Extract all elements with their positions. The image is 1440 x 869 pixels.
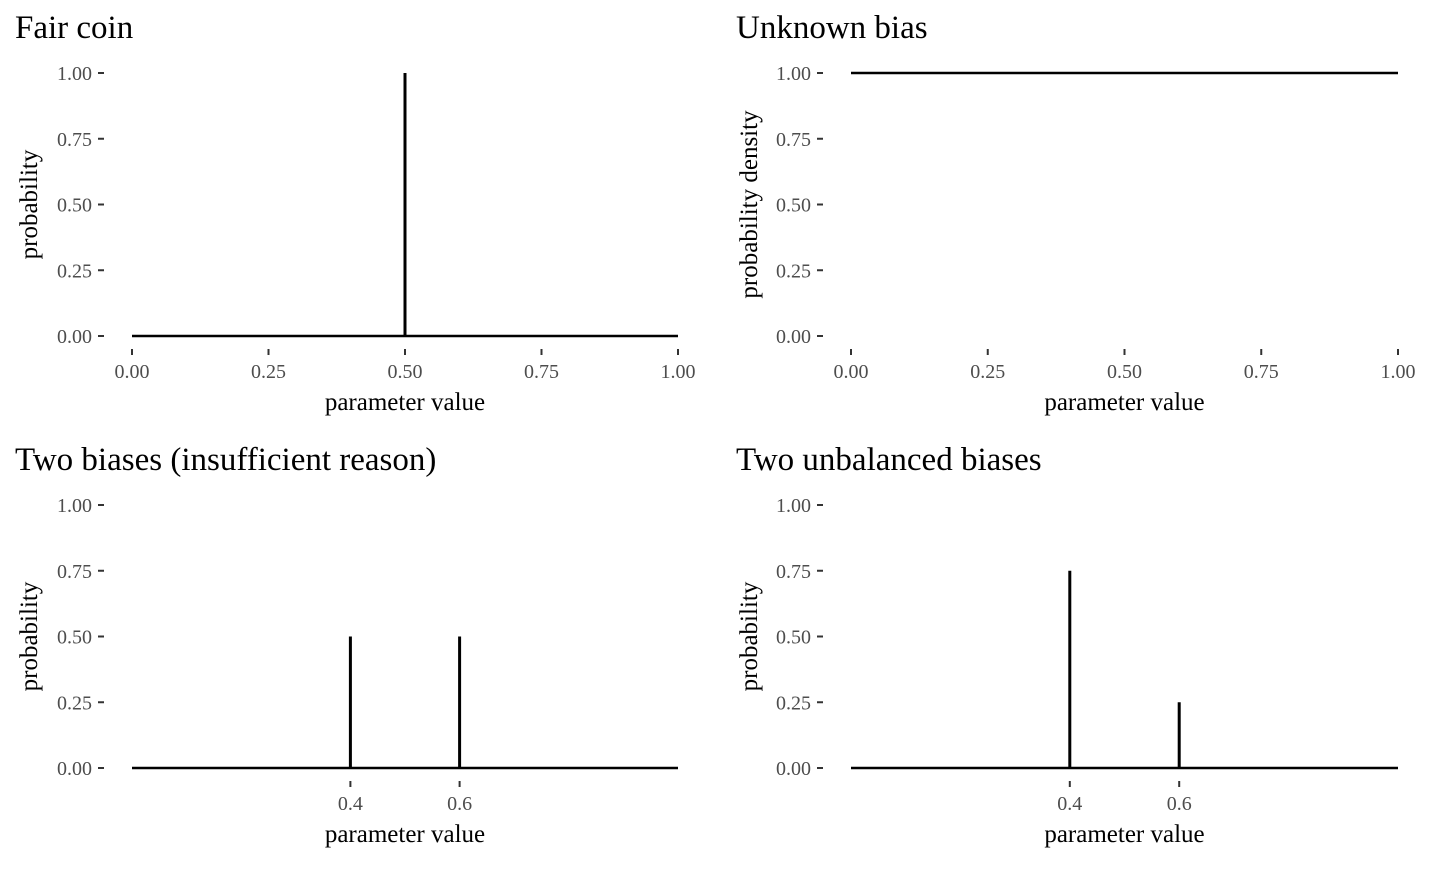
y-tick-label: 0.50 bbox=[776, 195, 811, 217]
y-tick-label: 0.25 bbox=[57, 260, 92, 282]
panel-1: Fair coin 0.00 0.25 0.50 0.75 1.00 0.00 0.25 0.5… bbox=[15, 10, 696, 416]
y-tick-label: 0.00 bbox=[57, 326, 92, 348]
y-tick-label: 0.25 bbox=[776, 260, 811, 282]
x-tick-label: 1.00 bbox=[1381, 361, 1416, 383]
panel-2: Unknown bias 0.00 0.25 0.50 0.75 1.00 0.00 0.25… bbox=[736, 10, 1416, 416]
x-tick-label: 1.00 bbox=[661, 361, 696, 383]
x-tick-label: 0.4 bbox=[338, 793, 363, 815]
panel-title: Two biases (insufficient reason) bbox=[15, 442, 436, 478]
y-tick-label: 1.00 bbox=[57, 495, 92, 517]
x-tick-label: 0.25 bbox=[251, 361, 286, 383]
x-axis-title: parameter value bbox=[325, 821, 485, 848]
y-tick-label: 0.75 bbox=[57, 129, 92, 151]
panel-title: Fair coin bbox=[15, 10, 133, 46]
y-tick-label: 0.50 bbox=[776, 627, 811, 649]
y-axis-title: probability bbox=[16, 581, 43, 691]
y-tick-label: 0.50 bbox=[57, 627, 92, 649]
x-tick-label: 0.4 bbox=[1057, 793, 1082, 815]
x-tick-label: 0.6 bbox=[1167, 793, 1192, 815]
panel-title: Unknown bias bbox=[736, 10, 928, 46]
y-axis-title: probability density bbox=[736, 110, 763, 299]
x-tick-label: 0.25 bbox=[970, 361, 1005, 383]
y-tick-label: 0.25 bbox=[57, 692, 92, 714]
panel-title: Two unbalanced biases bbox=[736, 442, 1042, 478]
x-tick-label: 0.50 bbox=[1107, 361, 1142, 383]
panel-4: Two unbalanced biases 0.00 0.25 0.50 0.75 1.0… bbox=[736, 442, 1398, 848]
y-tick-label: 0.75 bbox=[776, 129, 811, 151]
x-tick-label: 0.6 bbox=[447, 793, 472, 815]
x-axis-title: parameter value bbox=[1044, 389, 1204, 416]
y-tick-label: 0.00 bbox=[776, 326, 811, 348]
y-tick-label: 0.75 bbox=[776, 561, 811, 583]
x-tick-label: 0.75 bbox=[524, 361, 559, 383]
y-tick-label: 0.25 bbox=[776, 692, 811, 714]
x-tick-label: 0.00 bbox=[115, 361, 150, 383]
y-tick-label: 1.00 bbox=[776, 63, 811, 85]
x-axis-title: parameter value bbox=[325, 389, 485, 416]
panel-3: Two biases (insufficient reason) 0.00 0.25… bbox=[15, 442, 678, 848]
y-tick-label: 0.00 bbox=[57, 758, 92, 780]
y-tick-label: 1.00 bbox=[57, 63, 92, 85]
y-tick-label: 0.75 bbox=[57, 561, 92, 583]
x-tick-label: 0.00 bbox=[834, 361, 869, 383]
y-axis-title: probability bbox=[736, 581, 763, 691]
x-tick-label: 0.50 bbox=[388, 361, 423, 383]
y-tick-label: 0.50 bbox=[57, 195, 92, 217]
y-tick-label: 1.00 bbox=[776, 495, 811, 517]
y-axis-title: probability bbox=[16, 149, 43, 259]
x-axis-title: parameter value bbox=[1044, 821, 1204, 848]
y-tick-label: 0.00 bbox=[776, 758, 811, 780]
x-tick-label: 0.75 bbox=[1244, 361, 1279, 383]
